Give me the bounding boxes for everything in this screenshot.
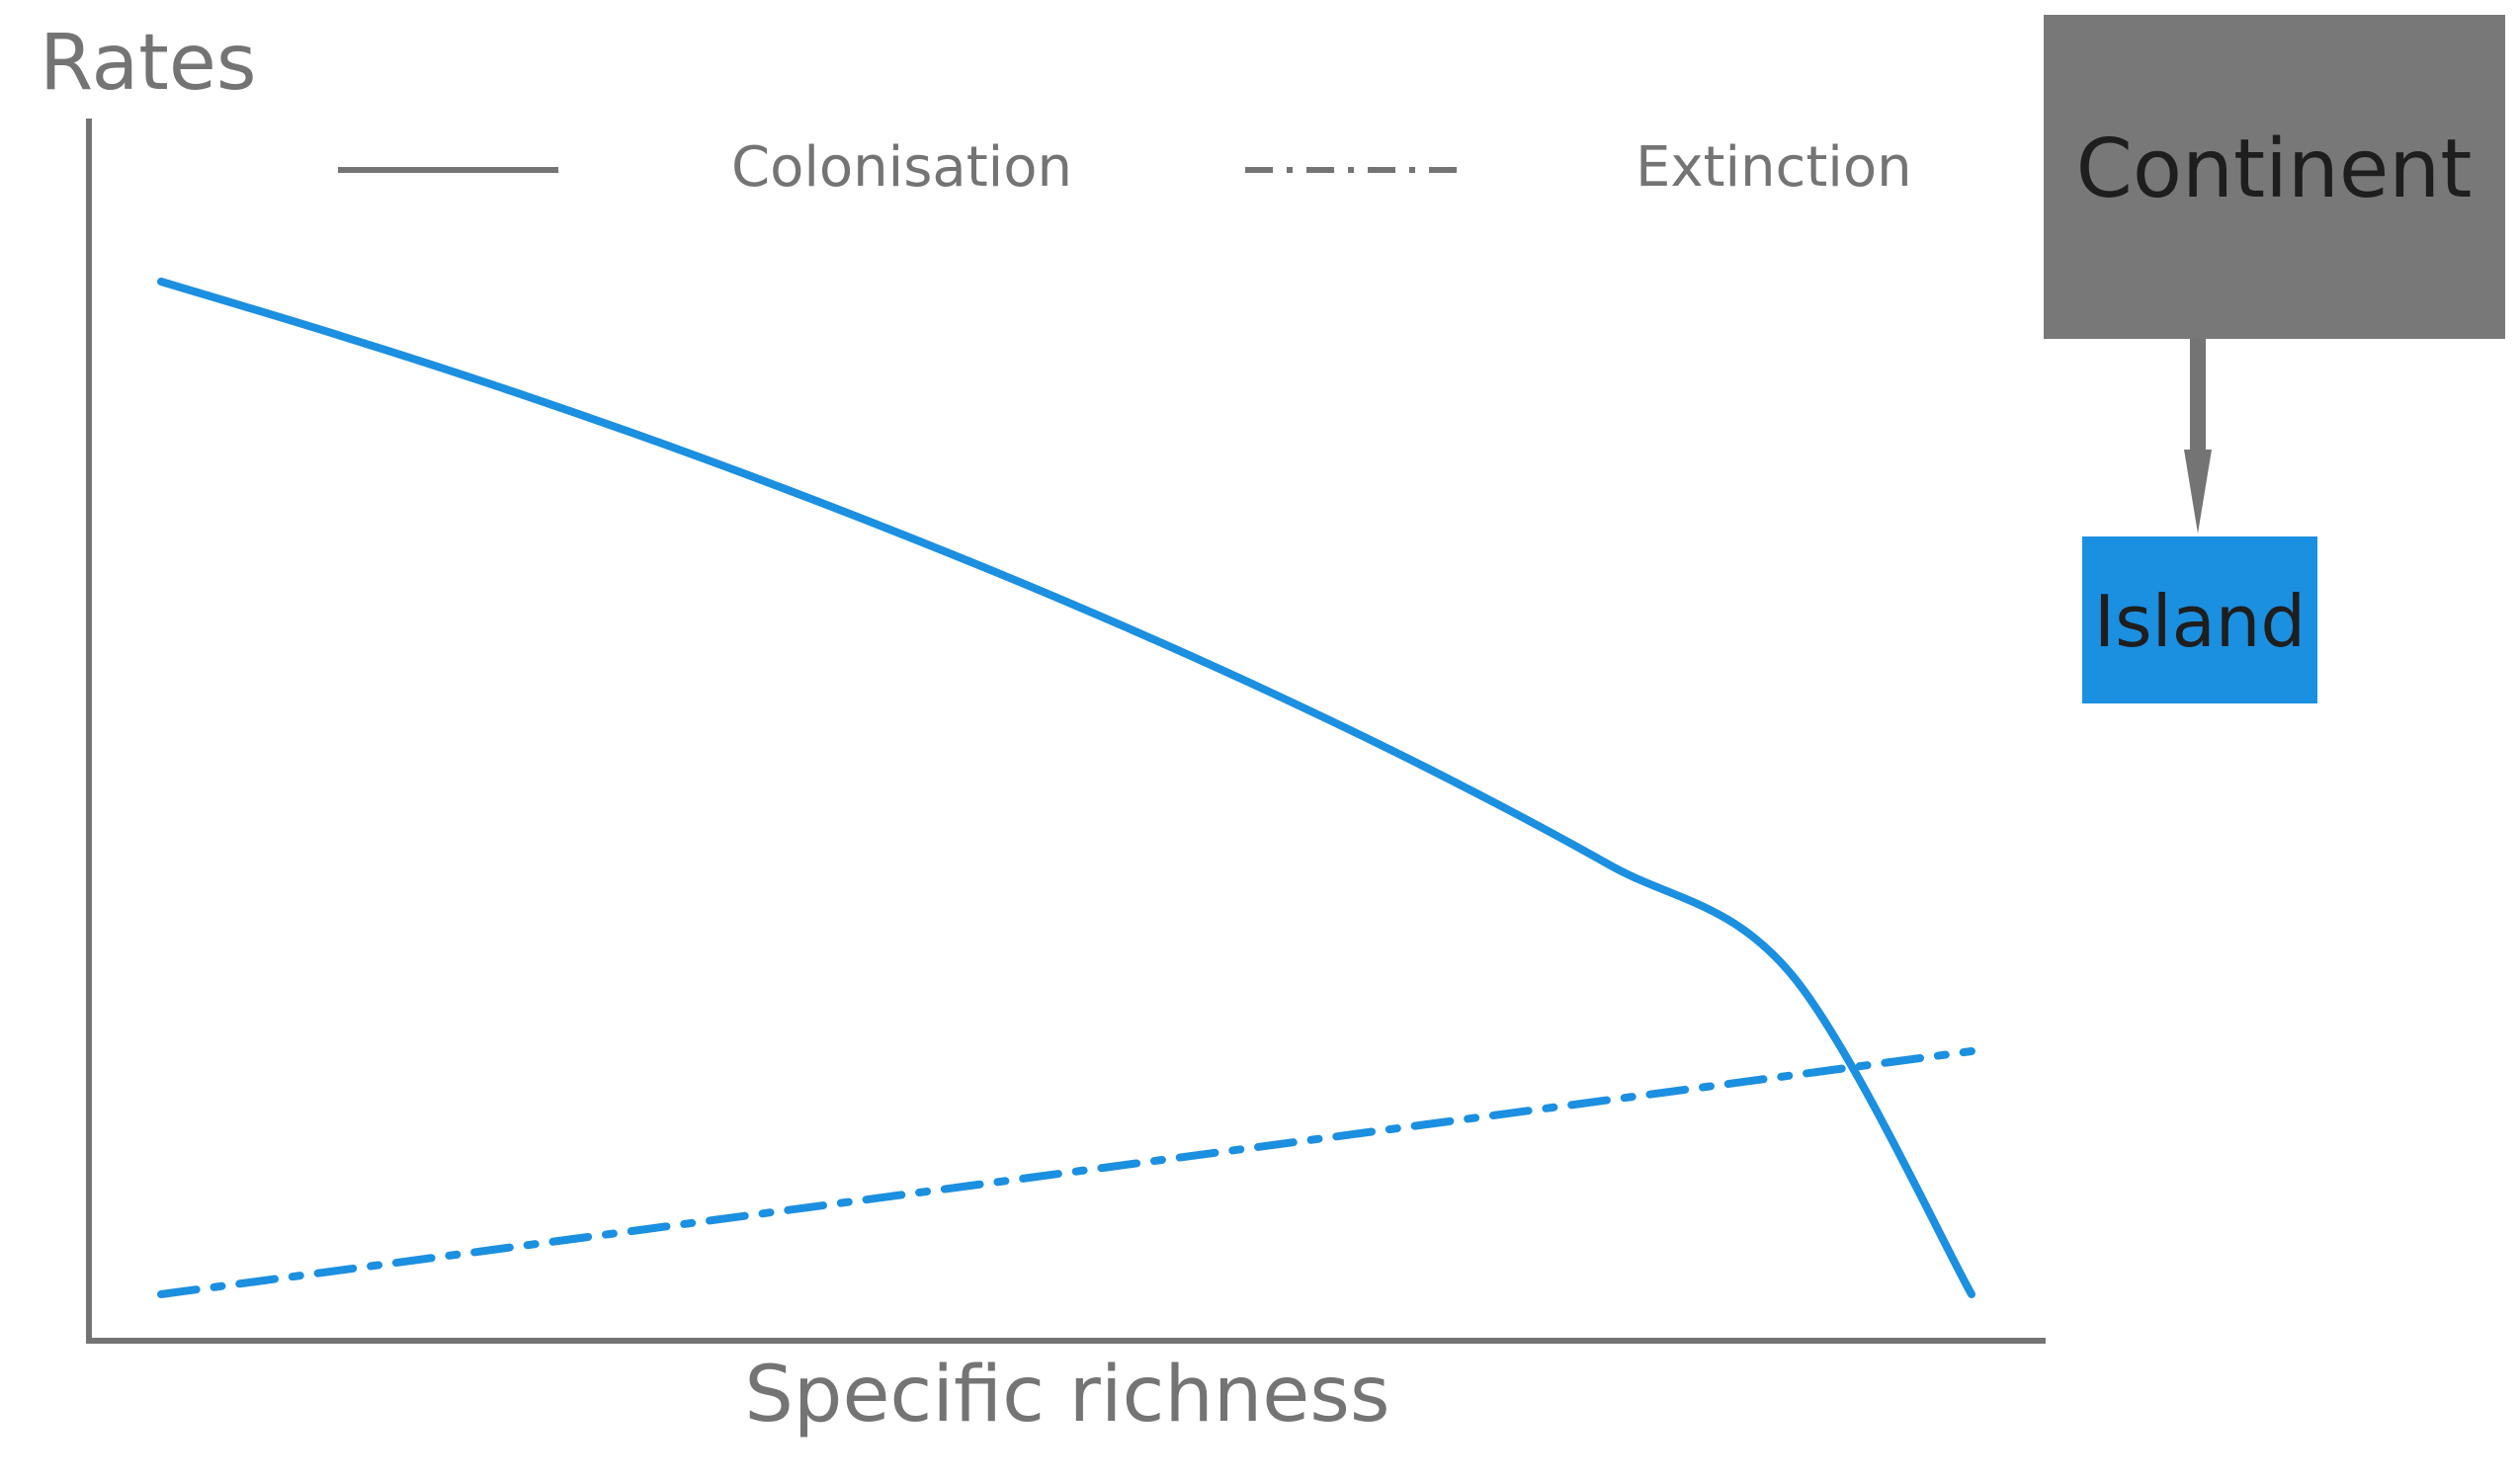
continent-label: Continent xyxy=(2076,123,2473,216)
series-line-extinction xyxy=(157,1047,1975,1298)
colonisation-arrow-head xyxy=(2184,450,2212,534)
x-axis-label: Specific richness xyxy=(744,1351,1389,1440)
plot-area xyxy=(157,278,1975,1298)
y-axis-label: Rates xyxy=(40,19,257,108)
island-label: Island xyxy=(2094,580,2306,663)
axes xyxy=(86,119,2046,1344)
island-box xyxy=(2082,536,2317,703)
series-line-colonisation xyxy=(157,278,1975,1298)
continent-box xyxy=(2044,15,2505,339)
legend-label-colonisation: Colonisation xyxy=(731,135,1072,200)
legend-label-extinction: Extinction xyxy=(1636,135,1912,200)
legend: Colonisation Extinction xyxy=(338,135,1912,200)
colonisation-diagram: Continent Island xyxy=(2044,15,2505,703)
